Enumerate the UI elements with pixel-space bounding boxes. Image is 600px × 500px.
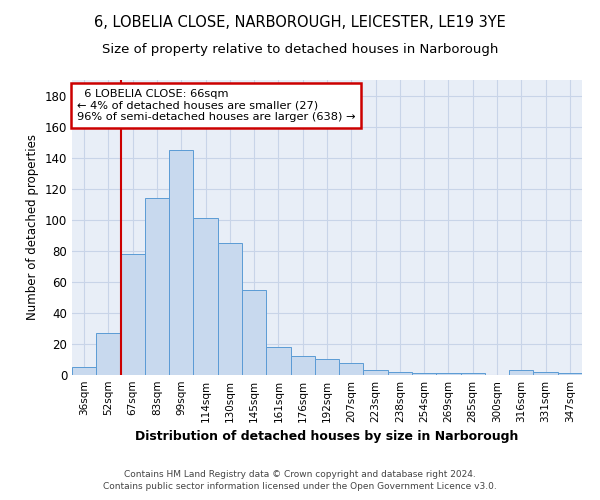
Text: Contains HM Land Registry data © Crown copyright and database right 2024.: Contains HM Land Registry data © Crown c… [124,470,476,479]
Bar [121,254,145,375]
Y-axis label: Number of detached properties: Number of detached properties [26,134,39,320]
Text: 6 LOBELIA CLOSE: 66sqm
← 4% of detached houses are smaller (27)
96% of semi-deta: 6 LOBELIA CLOSE: 66sqm ← 4% of detached … [77,89,356,122]
Bar [193,218,218,375]
Text: Size of property relative to detached houses in Narborough: Size of property relative to detached ho… [102,42,498,56]
Text: 6, LOBELIA CLOSE, NARBOROUGH, LEICESTER, LE19 3YE: 6, LOBELIA CLOSE, NARBOROUGH, LEICESTER,… [94,15,506,30]
Text: Contains public sector information licensed under the Open Government Licence v3: Contains public sector information licen… [103,482,497,491]
Bar [558,374,582,375]
Bar [242,290,266,375]
X-axis label: Distribution of detached houses by size in Narborough: Distribution of detached houses by size … [136,430,518,444]
Bar [218,243,242,375]
Bar [145,198,169,375]
Bar [461,374,485,375]
Bar [315,360,339,375]
Bar [388,372,412,375]
Bar [412,374,436,375]
Bar [339,362,364,375]
Bar [72,367,96,375]
Bar [533,372,558,375]
Bar [436,374,461,375]
Bar [96,333,121,375]
Bar [169,150,193,375]
Bar [509,370,533,375]
Bar [364,370,388,375]
Bar [266,347,290,375]
Bar [290,356,315,375]
